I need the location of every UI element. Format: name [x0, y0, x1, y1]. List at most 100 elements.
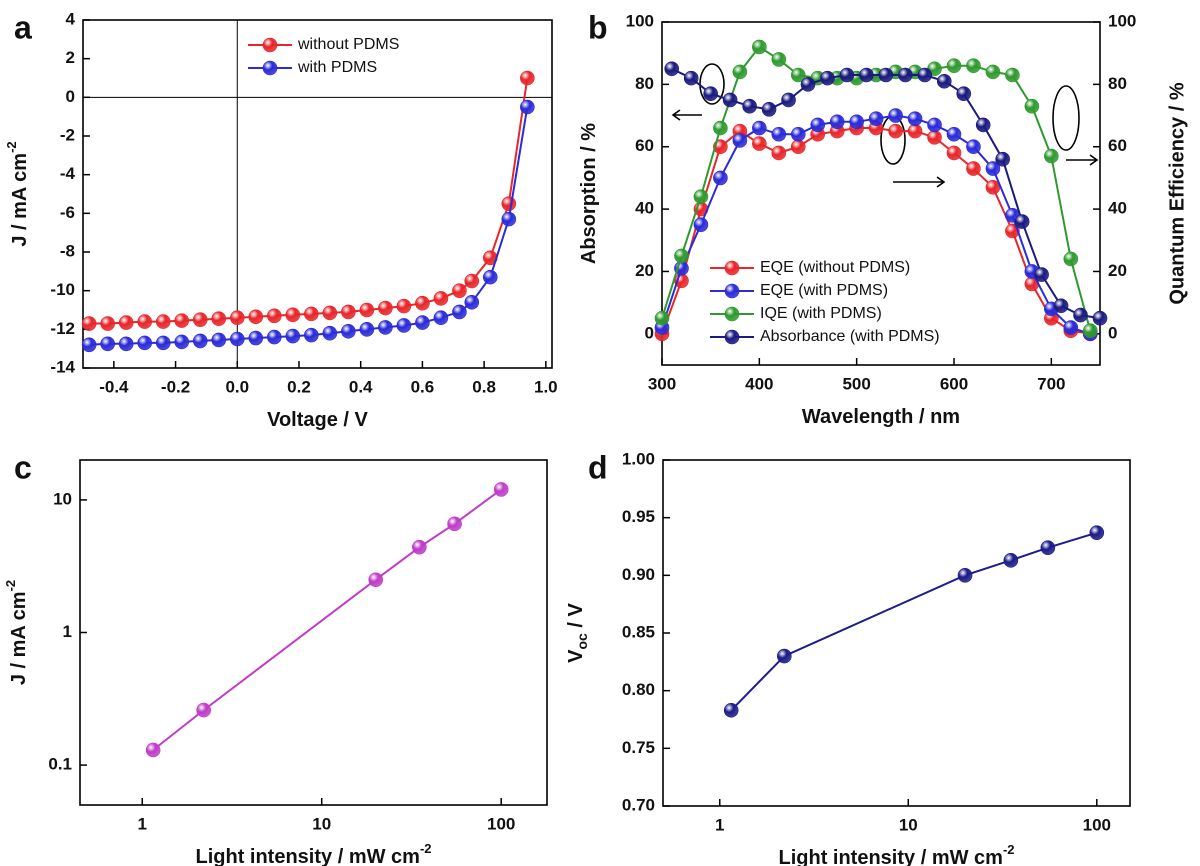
- data-point: [1005, 67, 1020, 83]
- y-tick-label: 20: [635, 261, 654, 280]
- x-axis-title: Light intensity / mW cm-2: [778, 842, 1014, 866]
- y-tick-label: 1.00: [622, 449, 655, 468]
- data-point: [810, 117, 826, 133]
- data-point: [322, 325, 338, 341]
- data-point: [732, 64, 748, 80]
- data-point: [713, 170, 728, 186]
- data-point: [781, 92, 796, 108]
- data-point: [304, 306, 319, 322]
- series-line: [730, 531, 1098, 711]
- legend-marker: [724, 283, 740, 299]
- data-point: [192, 312, 208, 327]
- data-point: [359, 302, 375, 318]
- data-point: [957, 568, 973, 583]
- data-point: [820, 70, 835, 86]
- data-point: [285, 307, 301, 323]
- data-point: [683, 70, 699, 86]
- data-point: [752, 39, 767, 55]
- data-point: [946, 58, 962, 73]
- data-point: [81, 337, 97, 353]
- data-point: [790, 126, 806, 142]
- data-point: [520, 70, 535, 86]
- data-point: [859, 67, 874, 83]
- data-point: [118, 315, 134, 330]
- data-point: [771, 126, 787, 142]
- data-point: [174, 334, 190, 350]
- panel-letter: b: [588, 9, 608, 45]
- data-point: [1063, 320, 1079, 335]
- data-point: [248, 309, 264, 325]
- y-tick-label: 10: [53, 489, 72, 508]
- y-tick-label: 0.80: [622, 680, 655, 699]
- data-point: [415, 315, 430, 330]
- y-tick-label: 0: [66, 87, 75, 106]
- data-point: [464, 273, 480, 289]
- legend-label: with PDMS: [297, 59, 377, 76]
- data-point: [888, 123, 903, 139]
- data-point: [285, 328, 301, 344]
- data-point: [304, 327, 319, 343]
- y-tick-label: -4: [60, 164, 76, 183]
- data-point: [1063, 251, 1079, 267]
- x-tick-label: 0.2: [287, 377, 311, 396]
- data-point: [985, 161, 1001, 176]
- legend-marker: [724, 260, 740, 276]
- panel-letter: c: [14, 449, 32, 485]
- data-point: [1044, 148, 1059, 164]
- data-point: [359, 322, 375, 337]
- data-point: [137, 314, 153, 329]
- x-axis-title-text: Voltage / V: [267, 409, 368, 431]
- y-axis-title-sup: -2: [4, 141, 19, 153]
- data-point: [1014, 214, 1030, 229]
- plot-frame: [662, 459, 1131, 807]
- data-point: [975, 117, 991, 133]
- data-point: [520, 99, 535, 115]
- data-point: [501, 196, 517, 211]
- data-point: [771, 52, 787, 67]
- data-point: [752, 136, 767, 151]
- y-axis-title-text: J / mA cm: [9, 153, 31, 247]
- data-point: [1089, 525, 1105, 540]
- data-point: [907, 123, 923, 139]
- data-point: [248, 330, 264, 346]
- x-tick-label: -0.2: [161, 377, 190, 396]
- data-point: [927, 117, 942, 133]
- data-point: [985, 64, 1001, 80]
- y-axis-title-rest: / V: [565, 602, 587, 633]
- x-tick-label: 0.0: [225, 377, 249, 396]
- x-axis-title: Voltage / V: [267, 409, 368, 431]
- y-axis-title-sub: oc: [574, 633, 590, 650]
- y2-tick-label: 40: [1108, 199, 1127, 218]
- data-point: [341, 304, 356, 320]
- x-tick-label: 400: [745, 374, 773, 393]
- arrow: [1066, 154, 1099, 166]
- data-point: [849, 114, 864, 130]
- panel: d 1 10 100 0.70 0.75 0.80 0.85 0.90 0.95 1.00 Light…: [565, 449, 1131, 866]
- data-point: [378, 300, 393, 316]
- y2-tick-label: 0: [1108, 323, 1117, 342]
- data-point: [927, 130, 942, 145]
- x-tick-label: 0.8: [472, 377, 496, 396]
- y-tick-label: 1: [63, 622, 72, 641]
- data-point: [1040, 540, 1056, 555]
- data-point: [229, 310, 245, 326]
- data-point: [368, 572, 384, 588]
- y2-tick-label: 80: [1108, 74, 1127, 93]
- data-point: [196, 702, 211, 718]
- x-axis-title-sup: -2: [420, 841, 432, 856]
- data-point: [493, 482, 509, 497]
- data-point: [693, 189, 709, 204]
- y-tick-label: 0: [645, 323, 654, 342]
- data-point: [800, 77, 816, 92]
- data-point: [137, 335, 153, 351]
- data-point: [713, 120, 728, 136]
- plot-frame: [82, 19, 553, 369]
- y-tick-label: 0.70: [622, 795, 655, 814]
- legend-label: Absorbance (with PDMS): [760, 328, 940, 345]
- data-point: [723, 702, 739, 718]
- data-point: [1073, 307, 1088, 323]
- x-tick-label: 700: [1037, 374, 1065, 393]
- data-point: [966, 58, 981, 73]
- y-tick-label: -12: [50, 319, 75, 338]
